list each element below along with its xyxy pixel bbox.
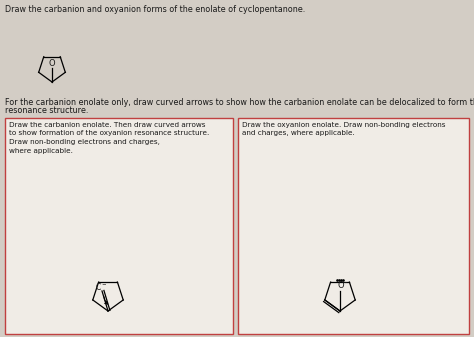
Bar bbox=[5, 118, 233, 334]
Text: Draw the carbanion and oxyanion forms of the enolate of cyclopentanone.: Draw the carbanion and oxyanion forms of… bbox=[5, 5, 305, 14]
Text: Draw the oxyanion enolate. Draw non-bonding electrons
and charges, where applica: Draw the oxyanion enolate. Draw non-bond… bbox=[242, 122, 446, 136]
Text: Draw the carbanion enolate. Then draw curved arrows
to show formation of the oxy: Draw the carbanion enolate. Then draw cu… bbox=[9, 122, 209, 153]
Text: resonance structure.: resonance structure. bbox=[5, 106, 88, 115]
Text: O: O bbox=[337, 281, 344, 290]
Text: $^-$: $^-$ bbox=[341, 278, 348, 287]
Text: For the carbanion enolate only, draw curved arrows to show how the carbanion eno: For the carbanion enolate only, draw cur… bbox=[5, 98, 474, 107]
Bar bbox=[238, 118, 469, 334]
Text: $\mathregular{C^-}$: $\mathregular{C^-}$ bbox=[95, 280, 107, 292]
Text: O: O bbox=[49, 60, 55, 68]
